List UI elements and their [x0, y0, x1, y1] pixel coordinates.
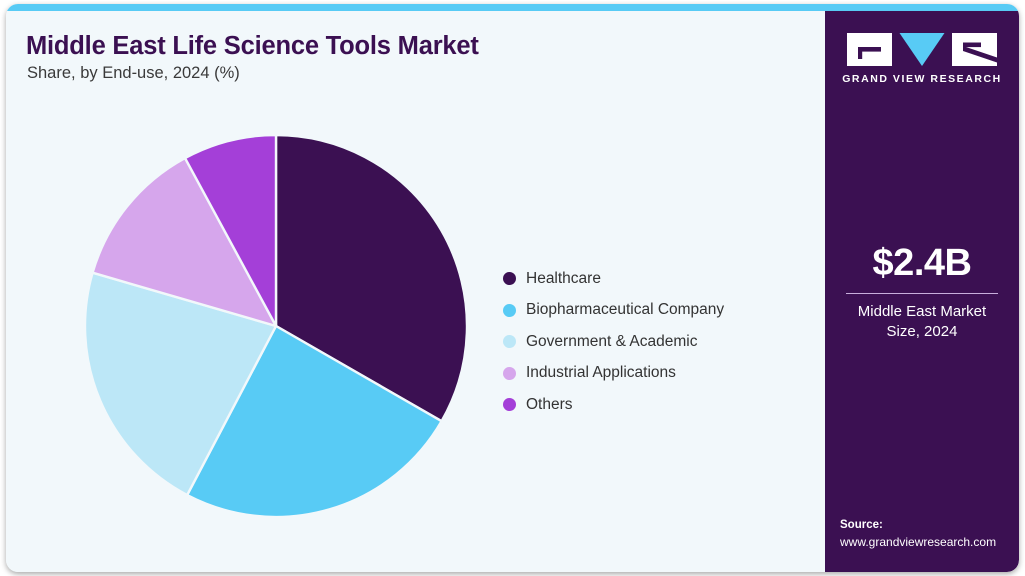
pie-slice[interactable] [183, 133, 278, 328]
legend-item-label: Government & Academic [526, 332, 698, 350]
stat-divider [846, 292, 998, 295]
legend-item[interactable]: Others [503, 389, 793, 421]
pie-slice[interactable] [91, 156, 278, 328]
chart-card: Middle East Life Science Tools Market Sh… [6, 4, 1019, 572]
pie-slice[interactable] [83, 271, 278, 497]
legend-swatch-icon [503, 398, 516, 412]
stat-value: $2.4B [872, 242, 972, 284]
legend-item-label: Biopharmaceutical Company [526, 301, 725, 319]
page-title: Middle East Life Science Tools Market [26, 32, 479, 60]
pie-chart [82, 132, 470, 520]
stat-caption-line-1: Middle East Market [857, 303, 987, 321]
legend-swatch-icon [503, 303, 516, 317]
legend-swatch-icon [503, 272, 516, 286]
legend-item[interactable]: Industrial Applications [503, 358, 793, 390]
brand-sidebar: GRAND VIEW RESEARCH $2.4B Middle East Ma… [825, 11, 1019, 572]
pie-slice-group [83, 133, 469, 519]
chart-legend: Healthcare Biopharmaceutical Company Gover… [503, 263, 793, 421]
gvr-logo-icon [847, 33, 997, 66]
source-label: Source: [840, 518, 883, 531]
market-size-stat: $2.4B Middle East Market Size, 2024 [825, 242, 1019, 342]
legend-item-label: Industrial Applications [526, 364, 676, 382]
source-url[interactable]: www.grandviewresearch.com [840, 534, 997, 549]
brand-wordmark: GRAND VIEW RESEARCH [842, 73, 1002, 85]
page-subtitle: Share, by End-use, 2024 (%) [27, 64, 240, 82]
pie-slice[interactable] [274, 133, 469, 423]
chart-main-pane: Middle East Life Science Tools Market Sh… [6, 11, 825, 572]
legend-swatch-icon [503, 335, 516, 349]
legend-item[interactable]: Government & Academic [503, 326, 793, 358]
legend-swatch-icon [503, 366, 516, 380]
source-footer: Source: www.grandviewresearch.com [840, 517, 1019, 550]
legend-item[interactable]: Healthcare [503, 263, 793, 295]
pie-chart-svg [83, 133, 469, 519]
legend-item-label: Healthcare [526, 269, 601, 287]
legend-item-label: Others [526, 395, 573, 413]
top-accent-bar [6, 4, 1019, 11]
stat-caption-line-2: Size, 2024 [886, 323, 958, 341]
legend-item[interactable]: Biopharmaceutical Company [503, 295, 793, 327]
brand-logo: GRAND VIEW RESEARCH [825, 33, 1019, 85]
pie-slice[interactable] [185, 324, 443, 519]
stat-caption: Middle East Market Size, 2024 [825, 302, 1019, 342]
